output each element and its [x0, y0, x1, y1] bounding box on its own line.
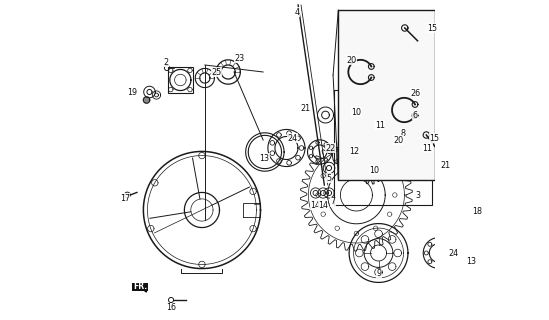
Text: 11: 11 — [423, 143, 433, 153]
Text: 12: 12 — [350, 147, 360, 156]
Text: 21: 21 — [301, 103, 311, 113]
Text: 15: 15 — [427, 23, 437, 33]
Text: 4: 4 — [294, 7, 299, 17]
Bar — [167, 67, 193, 93]
Text: 25: 25 — [211, 68, 222, 76]
Text: 22: 22 — [325, 143, 335, 153]
Polygon shape — [143, 97, 150, 103]
Text: 24: 24 — [449, 250, 459, 259]
Text: 15: 15 — [429, 133, 439, 142]
Text: 10: 10 — [351, 108, 361, 116]
Text: 24: 24 — [287, 133, 298, 142]
Text: 14: 14 — [311, 201, 321, 210]
Text: 9: 9 — [377, 269, 382, 278]
Text: 23: 23 — [235, 53, 245, 62]
Text: 19: 19 — [127, 87, 137, 97]
Text: 8: 8 — [401, 129, 406, 138]
Text: 13: 13 — [259, 154, 270, 163]
Text: 6: 6 — [413, 110, 418, 119]
Text: 18: 18 — [472, 207, 482, 217]
Text: 20: 20 — [346, 55, 356, 65]
Text: 3: 3 — [415, 190, 420, 199]
Bar — [338, 10, 434, 180]
Text: FR.: FR. — [133, 282, 147, 291]
Text: 13: 13 — [466, 258, 476, 267]
Text: 10: 10 — [369, 165, 379, 174]
Text: 7: 7 — [330, 197, 335, 206]
Text: 26: 26 — [411, 89, 421, 98]
Text: 17: 17 — [120, 194, 130, 203]
FancyBboxPatch shape — [132, 283, 148, 291]
Text: 5: 5 — [327, 173, 332, 182]
Text: 14: 14 — [318, 201, 328, 210]
Text: 20: 20 — [393, 135, 404, 145]
Text: 11: 11 — [375, 121, 385, 130]
Text: 2: 2 — [163, 58, 169, 67]
Text: 21: 21 — [440, 161, 451, 170]
Text: 16: 16 — [166, 303, 176, 313]
Bar — [334, 90, 432, 205]
